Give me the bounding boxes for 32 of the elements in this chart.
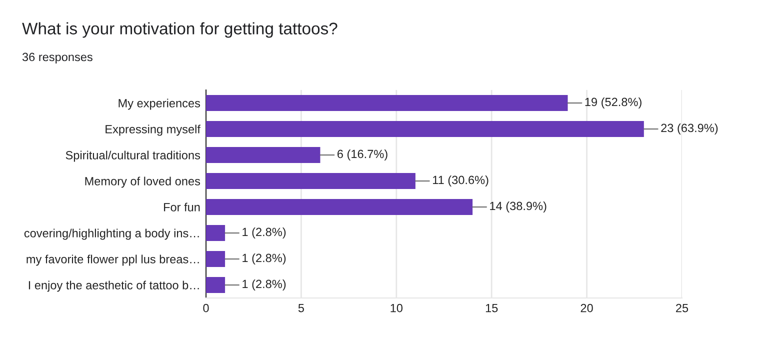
y-tick-label: Spiritual/cultural traditions — [66, 150, 200, 162]
y-tick-label: For fun — [164, 202, 200, 212]
bar — [206, 250, 226, 268]
x-tick-label: 10 — [390, 304, 403, 312]
data-label: 1 (2.8%) — [242, 227, 286, 238]
bar — [206, 146, 320, 164]
bar — [206, 276, 226, 294]
chart-title: What is your motivation for getting tattoos? — [22, 22, 338, 38]
y-tick-label: covering/highlighting a body ins… — [24, 228, 199, 240]
text: 36 responses — [22, 52, 92, 64]
bar — [206, 198, 473, 216]
x-tick-label: 5 — [298, 304, 304, 312]
bar — [206, 120, 644, 138]
x-tick-label: 0 — [203, 304, 209, 312]
y-tick-label: Memory of loved ones — [85, 176, 200, 188]
data-label: 14 (38.9%) — [490, 201, 546, 212]
bar — [206, 94, 568, 112]
bar — [206, 224, 226, 242]
y-tick-label: my favorite flower ppl lus breas… — [26, 254, 199, 266]
x-tick-label: 20 — [580, 304, 593, 312]
y-tick-label: Expressing myself — [106, 124, 200, 136]
x-tick-label: 15 — [486, 304, 498, 312]
data-label: 6 (16.7%) — [338, 150, 388, 160]
y-tick-label: I enjoy the aesthetic of tattoo b… — [28, 280, 199, 292]
data-label: 1 (2.8%) — [242, 253, 286, 264]
x-tick-label: 25 — [676, 304, 688, 312]
data-label: 1 (2.8%) — [242, 279, 286, 290]
data-label: 11 (30.6%) — [433, 176, 488, 186]
bar — [206, 172, 416, 190]
data-label: 19 (52.8%) — [585, 98, 642, 108]
y-tick-label: My experiences — [118, 98, 200, 110]
data-label: 23 (63.9%) — [661, 124, 718, 134]
